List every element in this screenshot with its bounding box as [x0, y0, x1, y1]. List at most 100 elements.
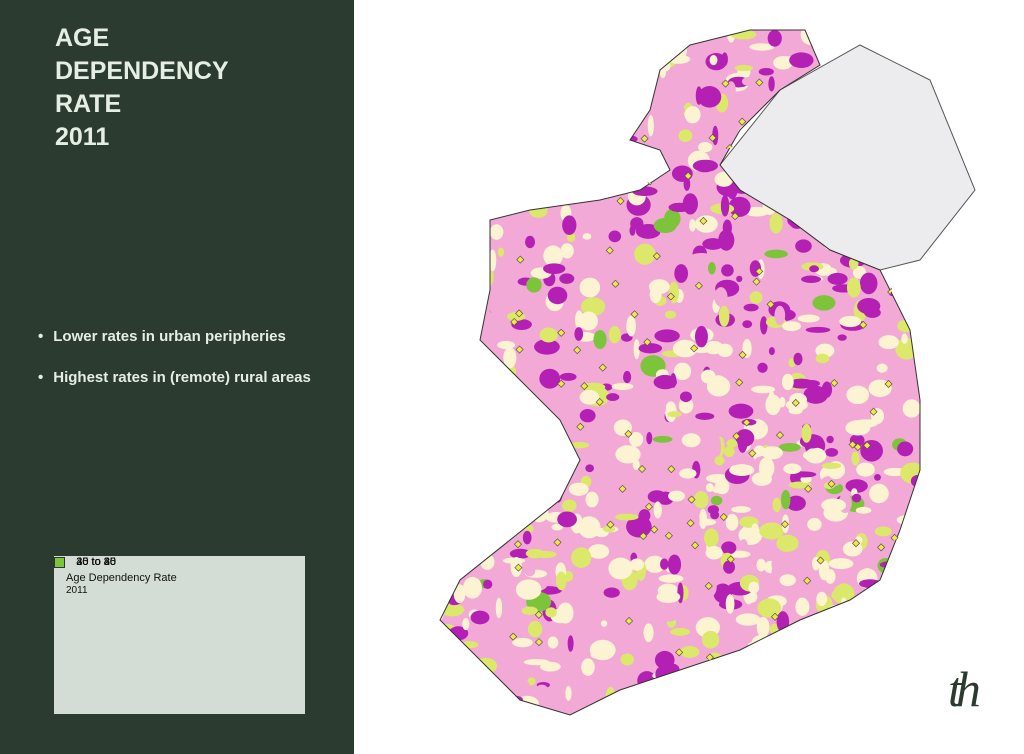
area [718, 229, 735, 251]
town [624, 429, 633, 438]
area [821, 381, 833, 398]
area [917, 710, 920, 715]
area [441, 465, 460, 475]
area [535, 33, 545, 42]
area [751, 645, 776, 666]
area [475, 390, 491, 412]
area [483, 41, 501, 57]
area [470, 610, 490, 625]
area [615, 513, 639, 521]
area [611, 666, 633, 676]
area [603, 587, 620, 598]
area [672, 339, 698, 358]
area [692, 159, 719, 172]
town [664, 531, 673, 540]
area [602, 525, 616, 533]
title-line: DEPENDENCY [55, 57, 229, 85]
area [800, 30, 824, 46]
area [490, 357, 497, 378]
area [559, 372, 577, 381]
town [611, 279, 620, 288]
area [812, 295, 836, 311]
area [536, 105, 550, 123]
area [693, 491, 709, 509]
area [663, 663, 680, 676]
area [521, 703, 531, 715]
area [756, 616, 770, 638]
area [861, 614, 882, 624]
area [634, 243, 656, 265]
area [707, 261, 716, 275]
area [911, 47, 920, 58]
area [605, 686, 616, 708]
area [693, 671, 719, 694]
town [721, 79, 730, 88]
town [690, 344, 699, 353]
area [715, 436, 722, 457]
area [497, 247, 505, 257]
area [633, 339, 640, 360]
area [590, 650, 599, 659]
area [635, 663, 649, 671]
town [557, 379, 566, 388]
area [636, 30, 651, 42]
area [477, 91, 501, 112]
area [465, 351, 480, 370]
legend-subtitle: 2011 [66, 585, 88, 596]
area [827, 272, 848, 285]
town [804, 484, 813, 493]
area [572, 58, 594, 71]
town [897, 599, 906, 608]
area [654, 329, 680, 343]
area [499, 615, 510, 628]
area [440, 662, 460, 678]
area [446, 308, 457, 330]
area [579, 409, 596, 423]
area [677, 106, 685, 114]
area [858, 638, 876, 653]
legend-label: 35 to 40 [76, 556, 116, 568]
area [449, 454, 463, 462]
area [538, 153, 564, 169]
area [873, 608, 884, 625]
town [650, 525, 659, 534]
area [643, 623, 654, 643]
area [918, 296, 920, 317]
area [626, 315, 636, 337]
area [710, 375, 726, 387]
area [700, 30, 717, 41]
area [731, 682, 742, 692]
area [720, 696, 732, 715]
area [638, 343, 663, 354]
area [660, 558, 669, 570]
area [771, 674, 786, 692]
area [533, 410, 540, 426]
area [456, 517, 464, 528]
town [573, 346, 582, 355]
area [440, 58, 447, 80]
area [896, 514, 920, 526]
area [484, 129, 494, 139]
area [608, 230, 622, 243]
title-line: RATE [55, 90, 122, 118]
area [643, 67, 651, 90]
area [895, 30, 903, 36]
town [816, 556, 825, 565]
area [503, 347, 517, 369]
area [879, 560, 905, 569]
area [694, 518, 717, 526]
area [574, 327, 584, 341]
area [927, 453, 934, 467]
area [884, 33, 895, 42]
area [440, 59, 452, 80]
area [717, 343, 733, 358]
area [758, 457, 775, 479]
town [830, 378, 839, 388]
area [768, 347, 775, 356]
area [757, 362, 768, 373]
area [587, 245, 613, 254]
area [552, 436, 560, 457]
area [837, 334, 847, 341]
area [459, 156, 478, 174]
area [801, 423, 812, 443]
